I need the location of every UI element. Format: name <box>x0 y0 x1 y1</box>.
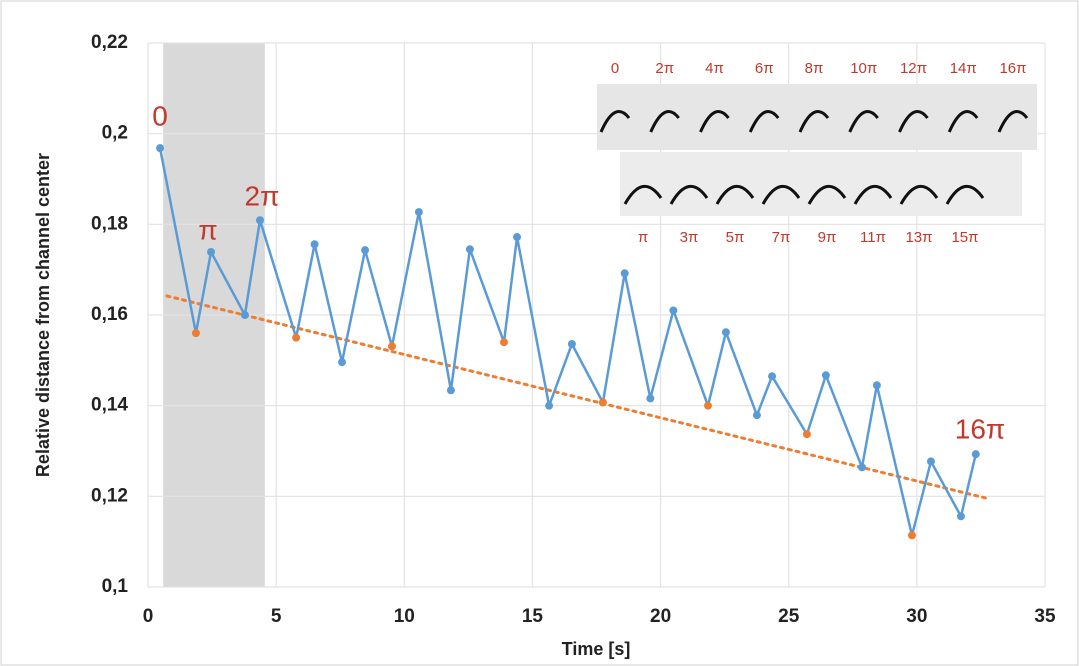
data-point <box>156 144 165 153</box>
phase-label: 7π <box>772 229 791 246</box>
data-point <box>414 208 423 217</box>
phase-label: 11π <box>860 229 886 246</box>
y-tick-label: 0,2 <box>102 123 128 144</box>
data-point <box>513 233 522 242</box>
trend-line <box>165 294 992 501</box>
shape-icon <box>649 110 680 133</box>
shape-icon <box>699 110 730 133</box>
y-tick-label: 0,16 <box>91 304 128 325</box>
shape-icon <box>945 185 985 205</box>
x-tick-label: 25 <box>778 606 800 627</box>
phase-label: π <box>638 229 648 246</box>
shape-icon <box>997 110 1029 133</box>
data-point <box>598 398 607 407</box>
shape-icon <box>898 110 929 133</box>
shape-icon <box>669 185 709 205</box>
annotation: 16π <box>955 413 1005 444</box>
inset: 0 2π 4π 6π 8π 10π 12π 14π 16π π 3π 5π 7π 9π 11π 13π 15π <box>597 60 1037 246</box>
phase-label: 2π <box>655 60 674 77</box>
data-point <box>971 450 980 459</box>
data-point <box>310 240 319 249</box>
x-tick-label: 20 <box>650 606 671 627</box>
shape-icon <box>807 185 847 205</box>
data-point <box>207 247 216 256</box>
phase-label: 5π <box>726 229 745 246</box>
data-point <box>926 457 935 466</box>
phase-label: 9π <box>818 229 837 246</box>
data-point <box>721 328 730 337</box>
annotation: π <box>198 214 217 245</box>
annotation: 0 <box>152 100 168 131</box>
data-point <box>821 371 830 380</box>
data-point <box>858 463 867 472</box>
annotation: 2π <box>245 180 280 211</box>
data-point <box>802 430 811 439</box>
phase-label: 0 <box>611 60 619 77</box>
inset-bg <box>597 84 1037 150</box>
data-point <box>646 394 655 403</box>
y-tick-label: 0,1 <box>102 576 129 597</box>
phase-label: 14π <box>950 60 977 77</box>
phase-label: 10π <box>850 60 877 77</box>
data-point <box>872 381 881 390</box>
x-tick-label: 10 <box>394 606 415 627</box>
data-point <box>669 306 678 315</box>
y-tick-label: 0,18 <box>91 213 128 234</box>
data-point <box>567 340 576 349</box>
shape-icon <box>715 185 755 205</box>
phase-label: 15π <box>951 229 978 246</box>
phase-label: 3π <box>680 229 699 246</box>
phase-label: 13π <box>905 229 932 246</box>
data-point <box>545 401 554 410</box>
shape-icon <box>599 110 631 133</box>
shape-icon <box>748 110 780 133</box>
data-point <box>752 411 761 420</box>
shape-icon <box>899 185 939 205</box>
data-point <box>387 342 396 351</box>
y-tick-label: 0,14 <box>91 395 128 416</box>
data-point <box>361 246 370 255</box>
shape-icon <box>761 185 801 205</box>
data-point <box>907 531 916 540</box>
phase-label: 12π <box>900 60 927 77</box>
shape-icon <box>798 110 830 133</box>
x-tick-label: 35 <box>1034 606 1056 627</box>
x-tick-label: 0 <box>143 606 154 627</box>
y-axis-title: Relative distance from channel center <box>33 153 53 477</box>
shape-icon <box>623 185 663 205</box>
shape-icon <box>853 185 893 205</box>
data-point <box>292 333 301 342</box>
phase-label: 16π <box>999 60 1026 77</box>
x-axis-title: Time [s] <box>562 639 631 659</box>
data-point <box>465 245 474 254</box>
data-point <box>191 329 200 338</box>
data-point <box>338 358 347 367</box>
inset-bg <box>620 152 1022 216</box>
shape-icon <box>848 110 879 133</box>
x-tick-label: 5 <box>271 606 282 627</box>
shape-icon <box>947 110 979 133</box>
y-tick-label: 0,22 <box>91 32 128 53</box>
phase-label: 6π <box>755 60 774 77</box>
x-tick-label: 15 <box>522 606 544 627</box>
phase-label: 4π <box>705 60 724 77</box>
data-point <box>620 269 629 278</box>
data-point <box>240 311 249 319</box>
data-point <box>446 386 455 395</box>
x-tick-label: 30 <box>906 606 927 627</box>
data-point <box>499 338 508 347</box>
y-tick-label: 0,12 <box>91 485 128 506</box>
phase-label: 8π <box>805 60 824 77</box>
data-point <box>956 512 965 521</box>
data-point <box>255 216 264 225</box>
data-point <box>703 401 712 410</box>
data-point <box>768 372 777 381</box>
